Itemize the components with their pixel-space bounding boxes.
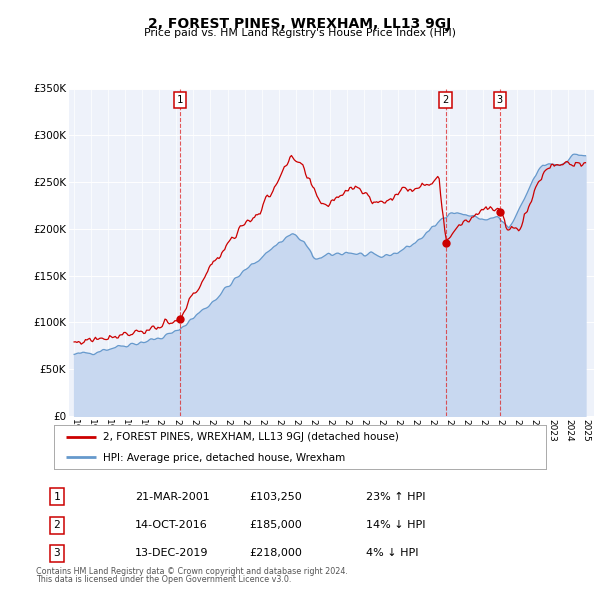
Text: £103,250: £103,250 bbox=[249, 492, 302, 502]
Text: 1: 1 bbox=[53, 492, 61, 502]
Text: This data is licensed under the Open Government Licence v3.0.: This data is licensed under the Open Gov… bbox=[36, 575, 292, 584]
Text: 3: 3 bbox=[53, 549, 61, 558]
Text: 2: 2 bbox=[53, 520, 61, 530]
Text: 13-DEC-2019: 13-DEC-2019 bbox=[135, 549, 209, 558]
Text: 14% ↓ HPI: 14% ↓ HPI bbox=[366, 520, 425, 530]
Text: HPI: Average price, detached house, Wrexham: HPI: Average price, detached house, Wrex… bbox=[103, 453, 346, 463]
Text: 1: 1 bbox=[177, 95, 183, 105]
Text: 2, FOREST PINES, WREXHAM, LL13 9GJ (detached house): 2, FOREST PINES, WREXHAM, LL13 9GJ (deta… bbox=[103, 432, 399, 442]
Text: 2, FOREST PINES, WREXHAM, LL13 9GJ: 2, FOREST PINES, WREXHAM, LL13 9GJ bbox=[148, 17, 452, 31]
Text: £218,000: £218,000 bbox=[249, 549, 302, 558]
Text: 23% ↑ HPI: 23% ↑ HPI bbox=[366, 492, 425, 502]
Text: 4% ↓ HPI: 4% ↓ HPI bbox=[366, 549, 419, 558]
Text: Price paid vs. HM Land Registry's House Price Index (HPI): Price paid vs. HM Land Registry's House … bbox=[144, 28, 456, 38]
Text: £185,000: £185,000 bbox=[249, 520, 302, 530]
Text: 14-OCT-2016: 14-OCT-2016 bbox=[135, 520, 208, 530]
Text: Contains HM Land Registry data © Crown copyright and database right 2024.: Contains HM Land Registry data © Crown c… bbox=[36, 567, 348, 576]
Text: 3: 3 bbox=[496, 95, 503, 105]
Text: 21-MAR-2001: 21-MAR-2001 bbox=[135, 492, 210, 502]
Text: 2: 2 bbox=[442, 95, 449, 105]
